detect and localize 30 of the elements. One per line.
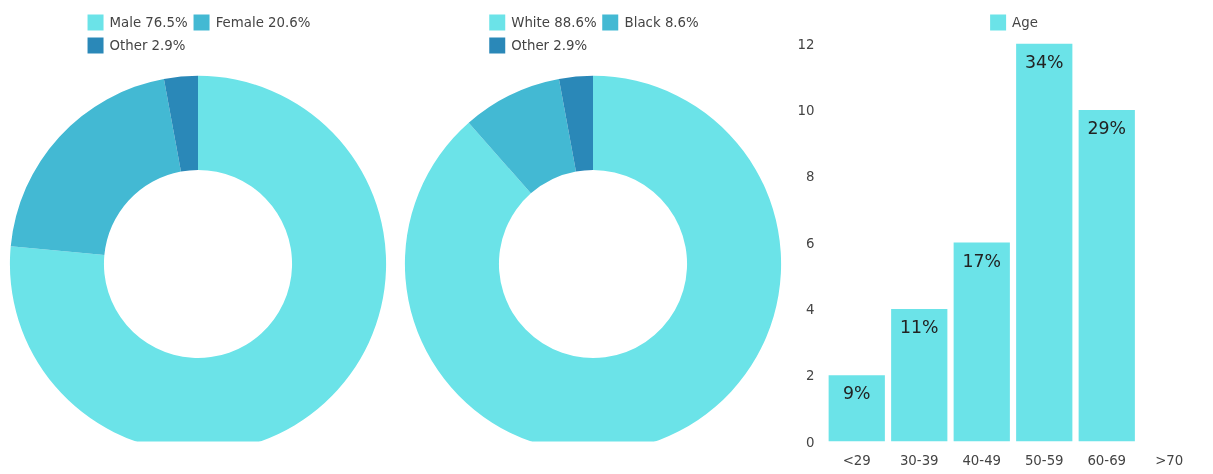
bar [828,375,885,442]
y-tick-label: 4 [806,301,815,317]
legend-label: Male 76.5% [109,14,188,30]
y-tick-label: 12 [797,36,815,52]
x-tick-label: 30-39 [899,452,939,468]
legend-label: Other 2.9% [511,37,588,53]
text: 34% [1024,51,1064,72]
x-tick-label: 50-59 [1024,452,1064,468]
y-tick-label: 6 [806,235,815,251]
bar [953,242,1010,442]
y-tick-label: 8 [806,169,815,185]
x-tick-label: >70 [1155,452,1184,468]
text: 17% [962,250,1002,271]
y-tick-label: 0 [806,434,815,450]
bar [891,308,948,442]
text: 29% [1087,117,1127,138]
legend-label: Age [1012,14,1038,30]
x-tick-label: <29 [842,452,871,468]
y-tick-label: 10 [797,102,815,118]
x-tick-label: 60-69 [1087,452,1127,468]
y-tick-label: 2 [806,368,815,384]
bar [1078,109,1135,442]
legend-label: Other 2.9% [109,37,186,53]
legend-label: White 88.6% [511,14,597,30]
x-tick-label: 40-49 [962,452,1002,468]
text: 9% [843,383,871,404]
bar [1016,43,1073,442]
legend-label: Black 8.6% [624,14,699,30]
legend-label: Female 20.6% [215,14,311,30]
text: 11% [899,316,939,337]
